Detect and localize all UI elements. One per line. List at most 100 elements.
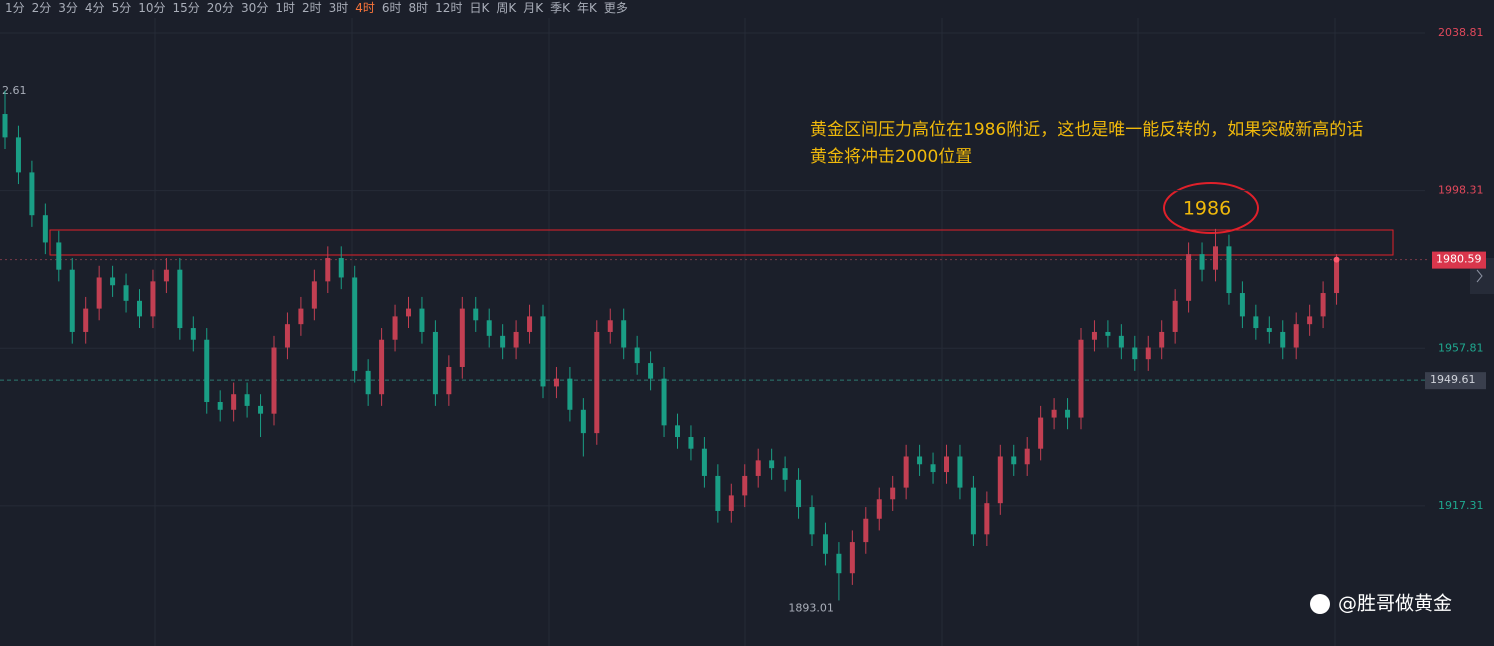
candle-body: [1172, 300, 1178, 332]
candle-body: [836, 553, 842, 574]
candle-body: [1118, 335, 1124, 348]
candle-body: [890, 487, 896, 500]
timeframe-button[interactable]: 15分: [172, 1, 200, 15]
candle-body: [648, 363, 654, 379]
candle-body: [809, 507, 815, 535]
timeframe-button[interactable]: 8时: [408, 1, 429, 15]
timeframe-button[interactable]: 3分: [58, 1, 78, 15]
timeframe-button[interactable]: 5分: [111, 1, 132, 15]
timeframe-button[interactable]: 2分: [31, 1, 52, 15]
candle-body: [392, 316, 398, 340]
y-tick-label: 1998.31: [1438, 184, 1484, 197]
timeframe-button[interactable]: 10分: [138, 1, 166, 15]
ref-price-label: 1949.61: [1430, 373, 1476, 386]
timeframe-button[interactable]: 20分: [206, 1, 235, 15]
candle-body: [1280, 331, 1286, 348]
candle-body: [728, 495, 734, 511]
resistance-zone: [49, 229, 1394, 256]
candle-body: [1307, 316, 1313, 325]
timeframe-button[interactable]: 更多: [603, 1, 628, 15]
timeframe-button[interactable]: 6时: [381, 1, 402, 15]
candle-body: [231, 394, 237, 410]
candle-body: [782, 468, 788, 480]
candle-body: [594, 331, 600, 434]
timeframe-button[interactable]: 2时: [301, 1, 322, 15]
last-price-box: [1432, 251, 1486, 269]
timeframe-button[interactable]: 季K: [550, 1, 570, 15]
timeframe-button[interactable]: 4分: [84, 1, 105, 15]
side-arrow: [1476, 269, 1483, 283]
candle-body: [244, 394, 250, 406]
zone-ellipse: [1163, 182, 1259, 234]
annotation: 黄金区间压力高位在1986附近，这也是唯一能反转的，如果突破新高的话: [810, 120, 1363, 140]
timeframe-button[interactable]: 12时: [435, 1, 463, 15]
high-label: 2.61: [2, 84, 27, 97]
candle-body: [379, 339, 385, 395]
timeframe-button[interactable]: 日K: [469, 1, 490, 15]
candle-body: [500, 335, 506, 348]
candle-body: [688, 437, 694, 449]
candle-body: [1091, 331, 1097, 340]
candle-body: [486, 320, 492, 336]
last-price-label: 1980.59: [1436, 253, 1482, 266]
y-tick-label: 1957.81: [1438, 341, 1484, 354]
candle-body: [567, 378, 573, 410]
candle-body: [540, 316, 546, 387]
candle-body: [755, 460, 761, 476]
candle-body: [876, 499, 882, 519]
timeframe-button[interactable]: 1分: [5, 1, 25, 15]
last-dot: [1333, 256, 1340, 263]
candle-body: [675, 425, 680, 438]
timeframe-button[interactable]: 月K: [523, 1, 544, 15]
candle-body: [190, 328, 196, 340]
candle-body: [1159, 331, 1165, 348]
candle-body: [446, 366, 452, 395]
candle-body: [1199, 254, 1205, 270]
candle-body: [432, 331, 438, 395]
zone-label: 1986: [1183, 198, 1231, 220]
candle-body: [957, 456, 963, 488]
watermark: @胜哥做黄金: [1338, 593, 1452, 615]
candle-body: [311, 281, 317, 309]
candle-body: [634, 347, 640, 364]
candle-body: [338, 258, 344, 278]
candle-body: [1320, 293, 1326, 317]
timeframe-button[interactable]: 4时: [355, 1, 375, 15]
candle-body: [1253, 316, 1259, 329]
candle-body: [1213, 246, 1218, 270]
candle-body: [1024, 448, 1030, 465]
low-label: 1893.01: [788, 601, 834, 614]
candle-body: [607, 320, 613, 332]
candle-body: [513, 331, 519, 348]
candle-body: [83, 308, 89, 332]
watermark-icon: [1310, 594, 1330, 614]
timeframe-button[interactable]: 3时: [328, 1, 349, 15]
candle-body: [1078, 339, 1084, 418]
candle-body: [742, 475, 748, 496]
candle-body: [1239, 293, 1245, 317]
timeframe-button[interactable]: 30分: [241, 1, 269, 15]
candle-body: [29, 172, 35, 216]
candle-body: [69, 269, 75, 332]
candle-body: [1011, 456, 1017, 465]
candle-body: [822, 534, 828, 554]
candle-body: [406, 308, 411, 317]
candle-body: [1065, 409, 1071, 418]
candle-body: [863, 518, 869, 543]
candle-body: [849, 542, 855, 574]
candle-body: [580, 409, 586, 434]
timeframe-button[interactable]: 1时: [275, 1, 295, 15]
candle-body: [621, 320, 627, 348]
candle-body: [984, 503, 990, 535]
candle-body: [110, 277, 116, 286]
candle-body: [796, 479, 802, 508]
candle-body: [150, 281, 156, 317]
candle-body: [137, 300, 142, 317]
ref-price-box: [1425, 372, 1486, 390]
candle-body: [715, 475, 721, 511]
timeframe-button[interactable]: 周K: [496, 1, 517, 15]
candle-body: [944, 456, 949, 473]
timeframe-button[interactable]: 年K: [576, 1, 597, 15]
